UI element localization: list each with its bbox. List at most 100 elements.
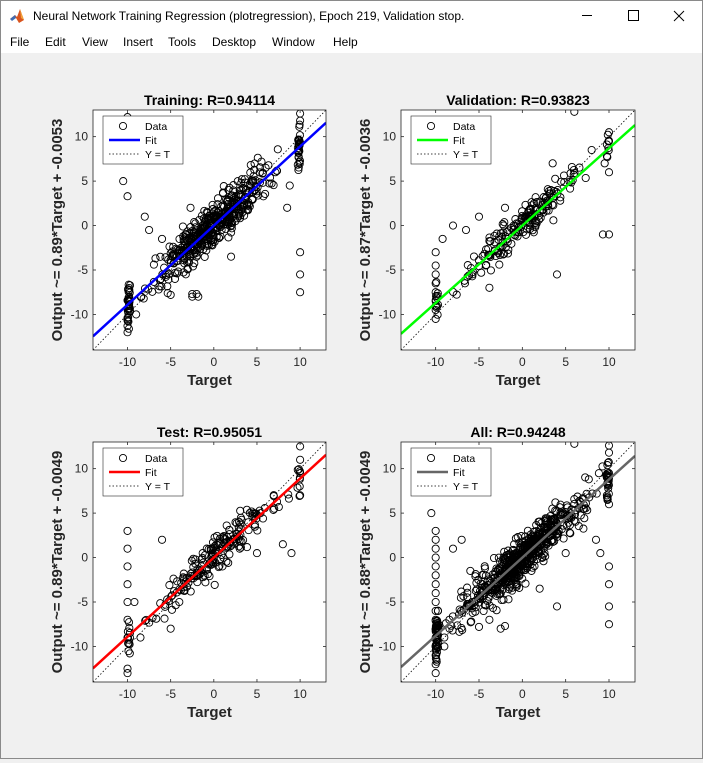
x-tick-label: 5 [254, 687, 261, 701]
data-point [452, 290, 461, 299]
outlier-point [552, 270, 562, 279]
data-point [517, 531, 526, 541]
maximize-icon[interactable] [610, 1, 656, 31]
data-point [518, 545, 527, 554]
data-point [500, 218, 509, 227]
data-point [186, 252, 195, 261]
outlier-point [132, 310, 141, 319]
data-point [175, 234, 184, 244]
window-title: Neural Network Training Regression (plot… [33, 9, 465, 23]
data-point [237, 515, 246, 524]
data-point [511, 534, 520, 543]
data-point [539, 208, 548, 217]
data-point [457, 587, 466, 596]
x-tick-label: 10 [602, 355, 616, 369]
y-tick-label: 0 [81, 219, 88, 233]
data-points [93, 110, 326, 350]
data-point [549, 201, 558, 210]
data-point [229, 181, 238, 190]
legend: Data Fit Y = T [410, 447, 492, 497]
outlier-point [500, 621, 510, 631]
data-point [238, 208, 247, 217]
data-point [583, 506, 592, 515]
data-point [498, 220, 507, 229]
data-point [295, 491, 304, 501]
data-point [187, 556, 196, 565]
data-point [543, 185, 552, 194]
data-point [559, 171, 569, 180]
outlier-point [431, 270, 440, 279]
legend-entry: Fit [145, 135, 157, 147]
outlier-point [123, 328, 132, 337]
outlier-point [270, 504, 279, 513]
data-point [519, 564, 528, 574]
data-point [534, 529, 544, 538]
outlier-point [123, 669, 132, 678]
data-point [490, 247, 499, 256]
y-axis-label: Output ~= 0.88*Target + -0.0049 [357, 451, 374, 674]
data-point [471, 596, 481, 605]
data-point [252, 514, 261, 523]
data-point [508, 586, 517, 595]
menu-edit[interactable]: Edit [45, 35, 66, 49]
data-point [269, 491, 278, 500]
outlier-point [604, 442, 614, 450]
outlier-point [296, 455, 305, 464]
data-point [571, 517, 580, 526]
close-icon[interactable] [656, 1, 702, 31]
legend-data-marker [426, 121, 436, 131]
data-point [226, 222, 235, 231]
outlier-point [145, 225, 154, 235]
data-point [481, 571, 490, 580]
menu-help[interactable]: Help [333, 35, 358, 49]
data-point [498, 557, 507, 566]
outlier-point [287, 549, 296, 558]
data-point [495, 250, 504, 260]
outlier-point [438, 234, 447, 243]
menu-window[interactable]: Window [272, 35, 315, 49]
menu-tools[interactable]: Tools [168, 35, 197, 49]
minimize-icon[interactable] [564, 1, 610, 31]
menu-file[interactable]: File [10, 35, 30, 49]
data-point [246, 168, 255, 177]
data-point [526, 530, 535, 539]
data-point [525, 205, 534, 214]
data-point [542, 540, 551, 549]
data-point [462, 602, 471, 611]
data-point [245, 202, 254, 211]
data-point [217, 225, 226, 235]
legend: Data Fit Y = T [102, 115, 184, 165]
x-tick-label: -5 [165, 687, 176, 701]
data-point [532, 197, 541, 207]
data-point [125, 283, 134, 293]
menu-view[interactable]: View [82, 35, 108, 49]
outlier-point [296, 288, 305, 297]
figure-canvas: -10 -5 0 5 10 -10 -5 0 5 10 Training: R=0.94114 Tar… [1, 53, 702, 758]
outlier-point [485, 615, 494, 624]
outlier-point [535, 584, 544, 593]
data-point [235, 186, 244, 195]
data-point [221, 543, 231, 552]
axes-box [92, 109, 327, 351]
data-point [553, 522, 562, 531]
data-point [483, 577, 492, 586]
data-point [161, 270, 171, 280]
data-point [467, 617, 476, 626]
data-points [93, 442, 326, 682]
data-point [603, 481, 612, 490]
data-point [295, 475, 304, 484]
data-point [546, 186, 555, 195]
axes-box [400, 441, 636, 683]
outlier-point [123, 192, 132, 201]
outlier-point [170, 274, 180, 283]
data-point [124, 639, 133, 648]
outlier-point [218, 562, 227, 571]
outlier-point [457, 535, 466, 544]
menu-insert[interactable]: Insert [123, 35, 154, 49]
data-point [581, 504, 590, 513]
outlier-point [570, 110, 579, 116]
data-point [157, 282, 166, 291]
data-point [485, 233, 494, 242]
menu-desktop[interactable]: Desktop [212, 35, 257, 49]
data-point [198, 225, 207, 234]
